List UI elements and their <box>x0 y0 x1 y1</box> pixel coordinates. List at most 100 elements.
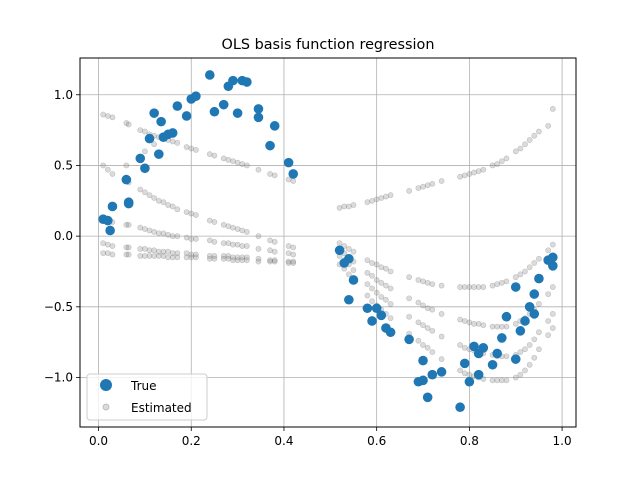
estimated-point <box>429 281 436 288</box>
y-tick-label: −1.0 <box>44 371 73 385</box>
estimated-point <box>285 260 292 266</box>
true-point <box>473 369 484 380</box>
estimated-point <box>255 258 262 265</box>
estimated-point <box>438 310 445 317</box>
estimated-point <box>475 284 482 290</box>
estimated-point <box>206 151 213 158</box>
estimated-point <box>383 282 389 289</box>
estimated-point <box>345 245 352 252</box>
true-point <box>348 275 359 285</box>
estimated-point <box>290 251 297 258</box>
estimated-point <box>146 247 153 254</box>
estimated-point <box>271 248 278 255</box>
estimated-point <box>125 221 132 228</box>
estimated-point <box>522 367 528 374</box>
true-point <box>510 354 521 364</box>
estimated-point <box>457 173 464 180</box>
true-point <box>455 402 465 413</box>
estimated-point <box>137 127 144 134</box>
estimated-point <box>364 292 371 299</box>
estimated-point <box>169 254 176 261</box>
true-point <box>344 294 354 305</box>
estimated-point <box>503 353 510 360</box>
estimated-point <box>438 282 445 289</box>
estimated-point <box>406 295 413 302</box>
estimated-point <box>100 111 107 118</box>
estimated-point <box>406 187 413 194</box>
true-point <box>459 358 470 369</box>
estimated-point <box>146 227 153 234</box>
estimated-point <box>271 257 278 264</box>
estimated-point <box>188 251 195 258</box>
estimated-point <box>512 374 519 381</box>
true-point <box>253 104 264 114</box>
true-point <box>191 91 201 101</box>
true-point <box>362 303 373 314</box>
estimated-point <box>255 233 262 240</box>
estimated-point <box>494 281 501 288</box>
estimated-point <box>383 193 389 200</box>
estimated-point <box>475 168 482 175</box>
estimated-point <box>183 209 190 216</box>
plot-frame <box>79 57 577 428</box>
estimated-point <box>285 258 292 265</box>
estimated-point <box>155 230 162 237</box>
estimated-point <box>100 240 107 247</box>
estimated-point <box>192 251 199 258</box>
estimated-point <box>531 260 538 266</box>
true-point <box>156 116 166 127</box>
true-point <box>144 133 155 144</box>
estimated-point <box>503 278 510 285</box>
estimated-point <box>350 248 357 255</box>
estimated-point <box>243 243 250 249</box>
estimated-point <box>415 319 422 326</box>
estimated-point <box>174 233 181 240</box>
estimated-point <box>517 349 524 355</box>
y-axis: −1.0 −0.5 0.0 0.5 1.0 <box>44 88 80 385</box>
estimated-point <box>174 139 181 146</box>
estimated-point <box>225 223 232 230</box>
estimated-point <box>151 247 158 254</box>
estimated-point <box>475 320 482 327</box>
estimated-point <box>461 344 468 351</box>
estimated-point <box>165 248 171 255</box>
true-point <box>534 273 544 284</box>
estimated-point <box>336 240 343 247</box>
estimated-point <box>424 305 431 312</box>
estimated-point <box>466 171 473 177</box>
estimated-point <box>243 162 250 169</box>
estimated-point <box>549 284 556 290</box>
legend-box <box>86 373 208 421</box>
estimated-point <box>151 195 158 201</box>
estimated-point <box>160 248 167 255</box>
estimated-point <box>420 278 426 285</box>
estimated-point <box>415 185 422 191</box>
true-point <box>167 128 178 138</box>
legend-label-true: True <box>130 379 157 393</box>
estimated-point <box>151 228 158 235</box>
estimated-point <box>461 172 468 179</box>
estimated-point <box>424 325 431 331</box>
estimated-point <box>192 236 199 242</box>
y-tick-label: −0.5 <box>44 300 73 314</box>
estimated-point <box>271 172 278 179</box>
estimated-point <box>137 186 144 193</box>
estimated-point <box>109 171 116 177</box>
estimated-point <box>174 254 181 261</box>
estimated-point <box>471 320 477 327</box>
estimated-point <box>350 202 357 208</box>
estimated-point <box>549 241 556 248</box>
true-point <box>548 252 558 263</box>
true-point <box>181 111 192 121</box>
estimated-point <box>206 253 213 259</box>
legend-marker-estimated <box>102 403 110 411</box>
estimated-point <box>429 306 436 313</box>
true-point <box>478 343 489 353</box>
estimated-point <box>517 271 524 278</box>
estimated-point <box>373 196 380 203</box>
estimated-point <box>225 253 232 259</box>
estimated-point <box>536 255 542 262</box>
estimated-point <box>225 255 232 262</box>
estimated-point <box>471 284 477 290</box>
true-point <box>334 245 345 256</box>
